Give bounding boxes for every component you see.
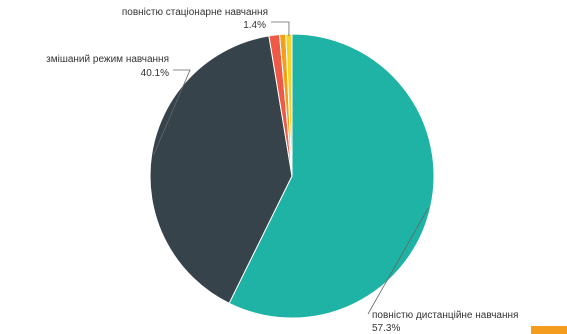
leader-full-stationary (271, 21, 290, 37)
slice-value-full-remote: 57.3% (372, 323, 400, 334)
corner-badge (531, 326, 567, 334)
slice-label-full-remote: повністю дистанційне навчання (372, 310, 518, 321)
leader-mixed (153, 69, 191, 156)
pie-slice-1 (149, 35, 293, 304)
label-leader-lines (153, 21, 429, 315)
slice-label-mixed: змішаний режим навчання (46, 54, 169, 65)
pie-slice-0 (228, 33, 435, 319)
slice-label-full-stationary: повністю стаціонарне навчання (122, 7, 268, 18)
pie-slices (149, 33, 435, 319)
leader-full-remote (367, 207, 429, 315)
slice-value-mixed: 40.1% (141, 68, 169, 79)
slice-value-full-stationary: 1.4% (243, 20, 266, 31)
